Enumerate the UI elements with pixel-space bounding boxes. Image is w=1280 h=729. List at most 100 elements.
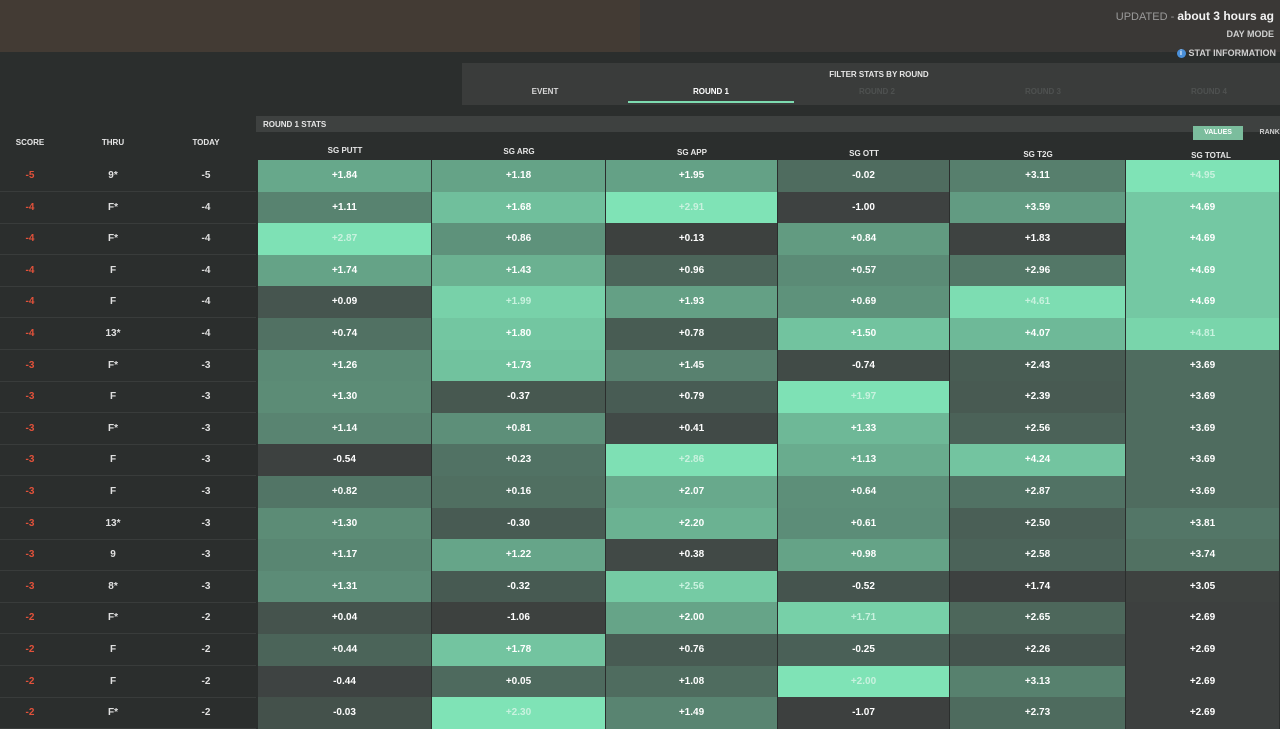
row-divider: [0, 601, 256, 603]
sg-t2g-cell: +1.74: [950, 570, 1126, 603]
score-cell: -4: [25, 328, 35, 339]
sg-ott-cell: +0.61: [778, 507, 950, 540]
sg-ott-cell: +1.13: [778, 444, 950, 477]
sg-arg-cell: +1.78: [432, 634, 606, 666]
row-divider: [0, 665, 256, 666]
sg-putt-cell: +1.30: [258, 507, 432, 540]
sg-app-cell: +2.56: [606, 570, 778, 603]
sg-arg-cell: -0.37: [432, 381, 606, 414]
table-row[interactable]: -2 F* -2 +0.04 -1.06 +2.00 +1.71 +2.65 +2.69: [0, 602, 1280, 635]
day-mode-toggle[interactable]: DAY MODE: [1226, 29, 1274, 39]
today-cell: -3: [201, 454, 211, 466]
col-header-score[interactable]: SCORE: [15, 138, 45, 147]
sg-total-cell: +4.69: [1126, 254, 1280, 287]
table-row[interactable]: -2 F -2 -0.44 +0.05 +1.08 +2.00 +3.13 +2.69: [0, 665, 1280, 698]
score-cell: -2: [25, 675, 35, 687]
table-row[interactable]: -4 F -4 +1.74 +1.43 +0.96 +0.57 +2.96 +4.69: [0, 254, 1280, 287]
row-divider: [0, 222, 256, 224]
sg-ott-cell: -0.52: [778, 570, 950, 603]
col-header-sg-t2g[interactable]: SG T2G: [1023, 150, 1053, 159]
col-header-today[interactable]: TODAY: [192, 138, 220, 147]
sg-total-cell: +4.69: [1126, 223, 1280, 256]
sg-app-cell: +1.08: [606, 665, 778, 698]
sg-arg-cell: -1.06: [432, 602, 606, 635]
table-row[interactable]: -4 13* -4 +0.74 +1.80 +0.78 +1.50 +4.07 +4.81: [0, 318, 1280, 350]
sg-putt-cell: +1.17: [258, 539, 432, 572]
col-header-sg-arg[interactable]: SG ARG: [503, 147, 535, 156]
thru-cell: F*: [108, 359, 118, 371]
sg-arg-cell: +1.99: [432, 286, 606, 319]
sg-t2g-cell: +2.96: [950, 254, 1126, 287]
thru-cell: 13*: [105, 328, 121, 339]
table-row[interactable]: -2 F -2 +0.44 +1.78 +0.76 -0.25 +2.26 +2.69: [0, 634, 1280, 666]
values-toggle[interactable]: VALUES: [1193, 126, 1243, 140]
row-divider: [0, 507, 256, 508]
today-cell: -2: [201, 644, 211, 655]
sg-arg-cell: -0.30: [432, 507, 606, 540]
sg-total-cell: +4.95: [1126, 160, 1280, 192]
stat-information-link[interactable]: i STAT INFORMATION: [1176, 48, 1276, 59]
tab-round-1[interactable]: ROUND 1: [628, 87, 794, 103]
tab-round-2: ROUND 2: [858, 87, 895, 96]
sg-ott-cell: -0.02: [778, 160, 950, 192]
sg-app-cell: +1.95: [606, 160, 778, 192]
col-header-thru[interactable]: THRU: [101, 138, 125, 147]
table-row[interactable]: -3 F* -3 +1.14 +0.81 +0.41 +1.33 +2.56 +3.69: [0, 412, 1280, 445]
sg-ott-cell: +1.97: [778, 381, 950, 414]
col-header-sg-app[interactable]: SG APP: [677, 148, 707, 157]
sg-app-cell: +1.49: [606, 697, 778, 729]
today-cell: -3: [201, 549, 211, 561]
sg-total-cell: +2.69: [1126, 697, 1280, 729]
table-row[interactable]: -4 F* -4 +1.11 +1.68 +2.91 -1.00 +3.59 +4.69: [0, 191, 1280, 224]
tab-event[interactable]: EVENT: [531, 87, 559, 96]
sg-arg-cell: +1.80: [432, 318, 606, 350]
sg-t2g-cell: +3.11: [950, 160, 1126, 192]
sg-arg-cell: +0.16: [432, 476, 606, 508]
sg-arg-cell: +0.81: [432, 412, 606, 445]
sg-putt-cell: +0.74: [258, 318, 432, 350]
score-cell: -3: [25, 359, 35, 371]
sg-app-cell: +0.76: [606, 634, 778, 666]
score-cell: -4: [25, 233, 35, 245]
sg-t2g-cell: +2.26: [950, 634, 1126, 666]
sg-t2g-cell: +2.50: [950, 507, 1126, 540]
table-row[interactable]: -3 F -3 -0.54 +0.23 +2.86 +1.13 +4.24 +3.69: [0, 444, 1280, 477]
table-row[interactable]: -3 8* -3 +1.31 -0.32 +2.56 -0.52 +1.74 +3.05: [0, 570, 1280, 603]
sg-t2g-cell: +2.73: [950, 697, 1126, 729]
today-cell: -3: [201, 422, 211, 434]
sg-arg-cell: -0.32: [432, 570, 606, 603]
table-row[interactable]: -2 F* -2 -0.03 +2.30 +1.49 -1.07 +2.73 +2.69: [0, 697, 1280, 729]
score-cell: -3: [25, 454, 35, 466]
sg-t2g-cell: +2.56: [950, 412, 1126, 445]
thru-cell: F*: [108, 612, 118, 624]
thru-cell: F: [109, 264, 117, 276]
table-row[interactable]: -4 F* -4 +2.87 +0.86 +0.13 +0.84 +1.83 +4.69: [0, 223, 1280, 256]
table-row[interactable]: -3 F* -3 +1.26 +1.73 +1.45 -0.74 +2.43 +3.69: [0, 349, 1280, 382]
col-header-sg-ott[interactable]: SG OTT: [849, 149, 879, 158]
score-cell: -2: [25, 644, 35, 655]
table-row[interactable]: -3 F -3 +0.82 +0.16 +2.07 +0.64 +2.87 +3.69: [0, 476, 1280, 508]
thru-cell: F*: [108, 422, 118, 434]
today-cell: -4: [201, 296, 211, 308]
sg-arg-cell: +2.30: [432, 697, 606, 729]
table-row[interactable]: -4 F -4 +0.09 +1.99 +1.93 +0.69 +4.61 +4.69: [0, 286, 1280, 319]
table-row[interactable]: -5 9* -5 +1.84 +1.18 +1.95 -0.02 +3.11 +4.95: [0, 160, 1280, 192]
table-row[interactable]: -3 9 -3 +1.17 +1.22 +0.38 +0.98 +2.58 +3.74: [0, 539, 1280, 572]
row-divider: [0, 538, 256, 540]
thru-cell: 13*: [105, 517, 121, 529]
sg-putt-cell: +0.44: [258, 634, 432, 666]
sg-arg-cell: +1.18: [432, 160, 606, 192]
sg-putt-cell: +0.82: [258, 476, 432, 508]
row-divider: [0, 380, 256, 382]
last-updated: UPDATED - about 3 hours ag: [1116, 9, 1274, 23]
sg-total-cell: +3.69: [1126, 444, 1280, 477]
table-row[interactable]: -3 13* -3 +1.30 -0.30 +2.20 +0.61 +2.50 +3.81: [0, 507, 1280, 540]
col-header-sg-putt[interactable]: SG PUTT: [327, 146, 363, 155]
sg-app-cell: +0.79: [606, 381, 778, 414]
sg-app-cell: +0.96: [606, 254, 778, 287]
sg-ott-cell: +0.98: [778, 539, 950, 572]
col-header-sg-total[interactable]: SG TOTAL: [1191, 151, 1231, 160]
thru-cell: F*: [108, 201, 118, 213]
table-row[interactable]: -3 F -3 +1.30 -0.37 +0.79 +1.97 +2.39 +3.69: [0, 381, 1280, 414]
